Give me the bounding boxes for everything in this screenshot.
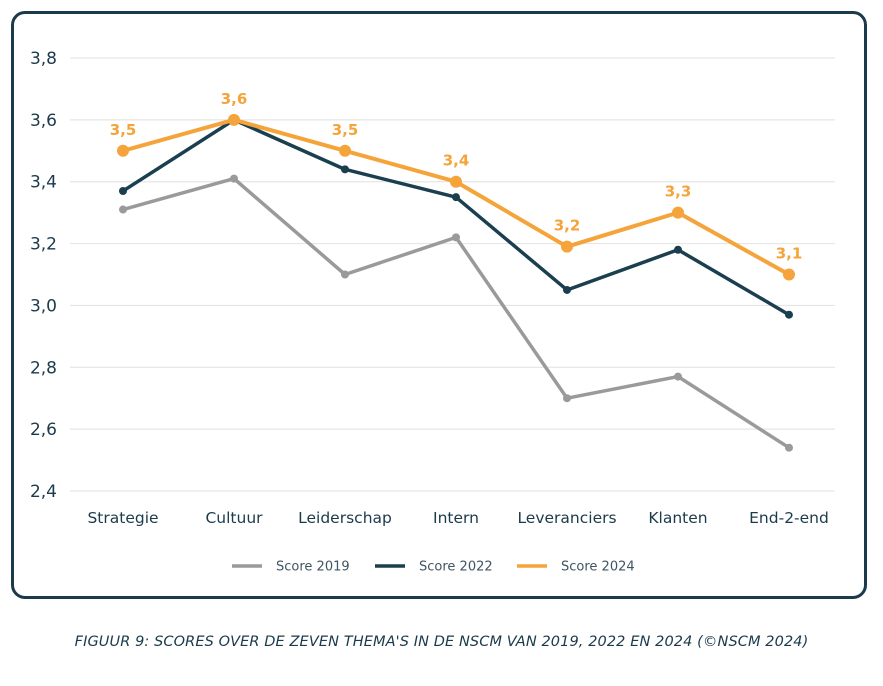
data-point bbox=[674, 372, 682, 381]
data-point bbox=[119, 186, 127, 195]
data-point bbox=[563, 285, 571, 294]
data-point bbox=[119, 205, 127, 214]
line-chart: 2,4 2,6 2,8 3,0 3,2 3,4 3,6 3,8 Strategie Cultuu… bbox=[30, 49, 835, 575]
y-tick-label: 2,6 bbox=[30, 420, 57, 440]
data-label: 3,4 bbox=[443, 152, 470, 170]
y-tick-label: 2,4 bbox=[30, 482, 57, 502]
y-tick-label: 3,2 bbox=[30, 235, 57, 255]
data-point bbox=[783, 268, 795, 281]
legend: Score 2019 Score 2022 Score 2024 bbox=[232, 560, 635, 575]
x-tick-label: Klanten bbox=[648, 509, 707, 527]
data-label: 3,6 bbox=[221, 90, 248, 108]
x-tick-label: End-2-end bbox=[749, 509, 829, 527]
series-lines bbox=[117, 113, 795, 452]
legend-label: Score 2024 bbox=[561, 560, 635, 575]
data-point bbox=[228, 113, 240, 126]
data-point bbox=[117, 144, 129, 157]
data-labels: 3,5 3,6 3,5 3,4 3,2 3,3 3,1 bbox=[110, 90, 803, 263]
data-point bbox=[674, 245, 682, 254]
data-point bbox=[450, 175, 462, 188]
data-label: 3,1 bbox=[776, 245, 803, 263]
data-point bbox=[563, 394, 571, 403]
data-point bbox=[339, 144, 351, 157]
data-label: 3,2 bbox=[554, 217, 581, 235]
x-tick-label: Leveranciers bbox=[517, 509, 616, 527]
data-label: 3,3 bbox=[665, 183, 692, 201]
x-tick-label: Strategie bbox=[87, 509, 158, 527]
y-tick-label: 3,8 bbox=[30, 49, 57, 69]
y-tick-label: 2,8 bbox=[30, 358, 57, 378]
data-point bbox=[785, 443, 793, 452]
data-point bbox=[452, 193, 460, 202]
x-tick-label: Leiderschap bbox=[298, 509, 392, 527]
x-tick-label: Cultuur bbox=[205, 509, 263, 527]
data-point bbox=[561, 240, 573, 253]
data-point bbox=[785, 310, 793, 319]
y-tick-label: 3,0 bbox=[30, 296, 57, 316]
legend-label: Score 2022 bbox=[419, 560, 493, 575]
y-tick-label: 3,4 bbox=[30, 173, 57, 193]
legend-label: Score 2019 bbox=[276, 560, 350, 575]
data-point bbox=[341, 165, 349, 174]
data-point bbox=[230, 174, 238, 183]
data-point bbox=[672, 206, 684, 219]
y-axis-ticks: 2,4 2,6 2,8 3,0 3,2 3,4 3,6 3,8 bbox=[30, 49, 57, 502]
y-tick-label: 3,6 bbox=[30, 111, 57, 131]
data-point bbox=[341, 270, 349, 279]
data-label: 3,5 bbox=[332, 121, 359, 139]
figure-caption: FIGUUR 9: SCORES OVER DE ZEVEN THEMA'S I… bbox=[74, 634, 809, 650]
data-label: 3,5 bbox=[110, 121, 137, 139]
x-axis-ticks: Strategie Cultuur Leiderschap Intern Leveran… bbox=[87, 509, 828, 527]
data-point bbox=[452, 233, 460, 242]
x-tick-label: Intern bbox=[433, 509, 479, 527]
